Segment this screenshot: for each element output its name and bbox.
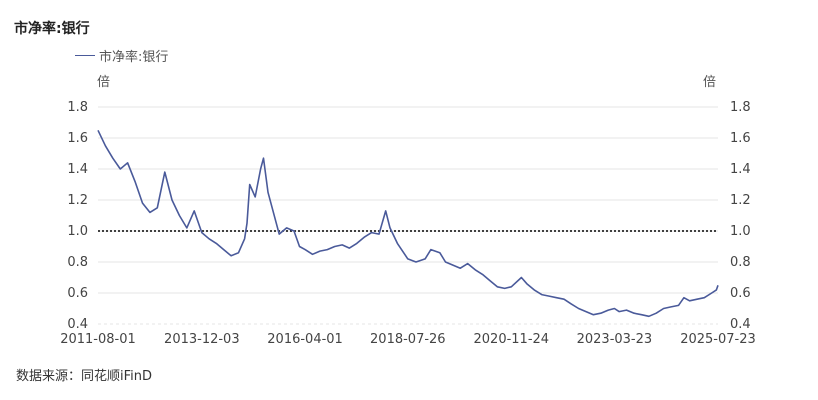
x-tick-label: 2011-08-01 bbox=[60, 332, 136, 347]
series-line bbox=[97, 129, 719, 318]
legend-line-marker bbox=[75, 55, 95, 56]
data-source: 数据来源：同花顺iFinD bbox=[16, 369, 153, 384]
y-tick-label-right: 1.6 bbox=[730, 131, 751, 146]
y-tick-label-right: 1.8 bbox=[730, 100, 751, 115]
y-tick-label-left: 0.6 bbox=[67, 286, 88, 301]
y-tick-label-left: 1.2 bbox=[67, 193, 88, 208]
y-tick-label-right: 0.6 bbox=[730, 286, 751, 301]
y-tick-label-left: 0.8 bbox=[67, 255, 88, 270]
legend: 市净率:银行 bbox=[75, 46, 168, 65]
x-tick-label: 2020-11-24 bbox=[474, 332, 550, 347]
chart-title: 市净率:银行 bbox=[14, 21, 90, 37]
left-axis-unit: 倍 bbox=[97, 75, 111, 90]
y-tick-label-right: 1.4 bbox=[730, 162, 751, 177]
x-tick-label: 2016-04-01 bbox=[267, 332, 343, 347]
x-tick-label: 2023-03-23 bbox=[577, 332, 653, 347]
y-tick-label-left: 1.4 bbox=[67, 162, 88, 177]
y-tick-label-right: 1.0 bbox=[730, 224, 751, 239]
y-tick-label-left: 1.6 bbox=[67, 131, 88, 146]
y-tick-label-right: 1.2 bbox=[730, 193, 751, 208]
x-tick-label: 2013-12-03 bbox=[164, 332, 240, 347]
right-axis-unit: 倍 bbox=[703, 75, 717, 90]
y-tick-label-left: 1.8 bbox=[67, 100, 88, 115]
legend-label: 市净率:银行 bbox=[99, 50, 169, 65]
y-tick-label-right: 0.8 bbox=[730, 255, 751, 270]
x-tick-label: 2018-07-26 bbox=[370, 332, 446, 347]
y-tick-label-left: 1.0 bbox=[67, 224, 88, 239]
y-tick-label-right: 0.4 bbox=[730, 317, 751, 332]
x-tick-label: 2025-07-23 bbox=[680, 332, 756, 347]
y-tick-label-left: 0.4 bbox=[67, 317, 88, 332]
